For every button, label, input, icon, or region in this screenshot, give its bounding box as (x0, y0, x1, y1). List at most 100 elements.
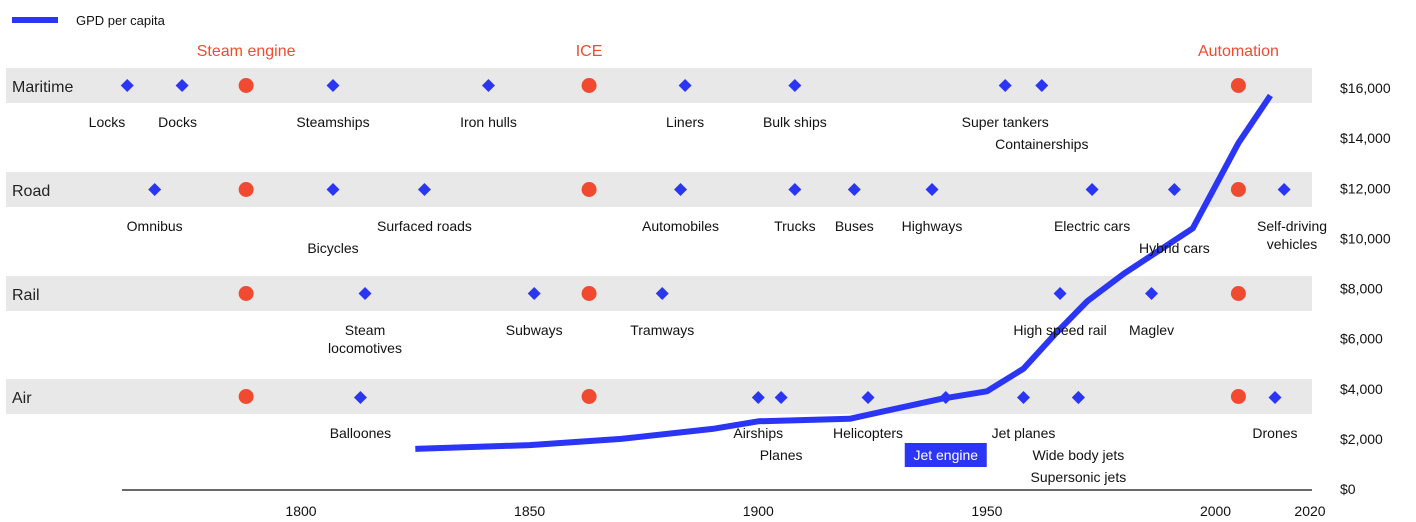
legend: GPD per capita (12, 10, 165, 30)
y-tick-label: $6,000 (1340, 331, 1383, 347)
y-tick-label: $14,000 (1340, 130, 1391, 146)
event-label-steamships: Steamships (296, 114, 369, 130)
event-marker-containerships (1035, 79, 1049, 92)
event-marker-steamships (326, 79, 340, 92)
event-label-containerships: Containerships (995, 136, 1088, 152)
y-tick-label: $12,000 (1340, 180, 1391, 196)
era-label-steam-engine: Steam engine (197, 43, 296, 60)
event-marker-planes (774, 391, 788, 404)
era-dot-automation-air (1230, 389, 1246, 404)
legend-label: GPD per capita (76, 12, 165, 28)
event-marker-locks (120, 79, 134, 92)
event-label-locks: Locks (89, 114, 126, 130)
event-label-wide-body-jets: Wide body jets (1032, 447, 1124, 463)
event-marker-automobiles (674, 183, 688, 196)
event-marker-balloones (353, 391, 367, 404)
event-label-line: locomotives (328, 340, 402, 356)
event-label-self-driving-vehicles: Self-driving vehicles (1257, 218, 1327, 252)
event-label-jet-planes: Jet planes (992, 425, 1056, 441)
y-tick-label: $0 (1340, 481, 1356, 497)
event-label-highways: Highways (902, 218, 963, 234)
era-dot-steam-engine-rail (238, 286, 254, 301)
event-marker-bulk-ships (788, 79, 802, 92)
event-label-bulk-ships: Bulk ships (763, 114, 827, 130)
event-marker-maglev (1145, 287, 1159, 300)
event-label-omnibus: Omnibus (127, 218, 183, 234)
event-label-liners: Liners (666, 114, 704, 130)
x-tick-label: 1800 (285, 503, 316, 519)
event-marker-bicycles (326, 183, 340, 196)
era-dot-steam-engine-road (238, 182, 254, 197)
y-tick-label: $2,000 (1340, 431, 1383, 447)
event-marker-subways (527, 287, 541, 300)
event-label-bicycles: Bicycles (307, 240, 358, 256)
event-label-super-tankers: Super tankers (962, 114, 1049, 130)
lane-name-air: Air (12, 390, 32, 407)
event-label-buses: Buses (835, 218, 874, 234)
era-dot-automation-road (1230, 182, 1246, 197)
event-label-trucks: Trucks (774, 218, 815, 234)
event-label-iron-hulls: Iron hulls (460, 114, 517, 130)
event-label-tramways: Tramways (630, 322, 694, 338)
jet-engine-highlight (904, 443, 987, 467)
y-tick-label: $10,000 (1340, 230, 1391, 246)
event-marker-drones (1268, 391, 1282, 404)
x-tick-label: 1850 (514, 503, 545, 519)
x-tick-label: 1950 (971, 503, 1002, 519)
event-label-line: Steam (345, 322, 385, 338)
event-label-helicopters: Helicopters (833, 425, 903, 441)
gdp-per-capita-line (415, 93, 1273, 452)
event-label-balloones: Balloones (330, 425, 392, 441)
event-marker-omnibus (148, 183, 162, 196)
event-label-line: vehicles (1267, 236, 1318, 252)
event-label-supersonic-jets: Supersonic jets (1031, 469, 1127, 485)
era-dot-steam-engine-maritime (238, 78, 254, 93)
event-marker-steam-locomotives (358, 287, 372, 300)
event-label-hybrid-cars: Hybrid cars (1139, 240, 1210, 256)
era-dot-ice-maritime (581, 78, 597, 93)
era-dot-automation-maritime (1230, 78, 1246, 93)
event-marker-iron-hulls (481, 79, 495, 92)
event-label-airships: Airships (733, 425, 783, 441)
event-marker-airships (751, 391, 765, 404)
event-label-jet-engine: Jet engine (913, 447, 978, 463)
era-label-automation: Automation (1198, 43, 1279, 60)
event-label-automobiles: Automobiles (642, 218, 719, 234)
event-marker-electric-cars (1085, 183, 1099, 196)
x-tick-label: 2000 (1200, 503, 1231, 519)
y-tick-label: $16,000 (1340, 80, 1391, 96)
era-dot-steam-engine-air (238, 389, 254, 404)
era-dot-automation-rail (1230, 286, 1246, 301)
era-dot-ice-rail (581, 286, 597, 301)
era-dot-ice-air (581, 389, 597, 404)
event-marker-jet-planes (1016, 391, 1030, 404)
lane-band-maritime (6, 68, 1312, 103)
event-label-steam-locomotives: Steam locomotives (328, 322, 402, 356)
event-marker-high-speed-rail (1053, 287, 1067, 300)
legend-swatch (12, 17, 58, 23)
event-label-line: Self-driving (1257, 218, 1327, 234)
event-marker-tramways (655, 287, 669, 300)
lane-name-road: Road (12, 183, 50, 200)
event-marker-highways (925, 183, 939, 196)
event-label-docks: Docks (158, 114, 197, 130)
lane-band-road (6, 172, 1312, 207)
event-marker-trucks (788, 183, 802, 196)
y-tick-label: $8,000 (1340, 281, 1383, 297)
x-tick-label: 2020 (1294, 503, 1325, 519)
event-marker-supersonic-jets (1071, 391, 1085, 404)
event-marker-self-driving-vehicles (1277, 183, 1291, 196)
event-marker-buses (847, 183, 861, 196)
era-dot-ice-road (581, 182, 597, 197)
event-marker-liners (678, 79, 692, 92)
event-marker-super-tankers (998, 79, 1012, 92)
event-marker-jet-engine (939, 391, 953, 404)
x-tick-label: 1900 (743, 503, 774, 519)
lane-band-air (6, 379, 1312, 414)
era-label-ice: ICE (576, 43, 603, 60)
event-label-planes: Planes (760, 447, 803, 463)
y-tick-label: $4,000 (1340, 381, 1383, 397)
event-label-maglev: Maglev (1129, 322, 1174, 338)
lane-name-maritime: Maritime (12, 79, 73, 96)
